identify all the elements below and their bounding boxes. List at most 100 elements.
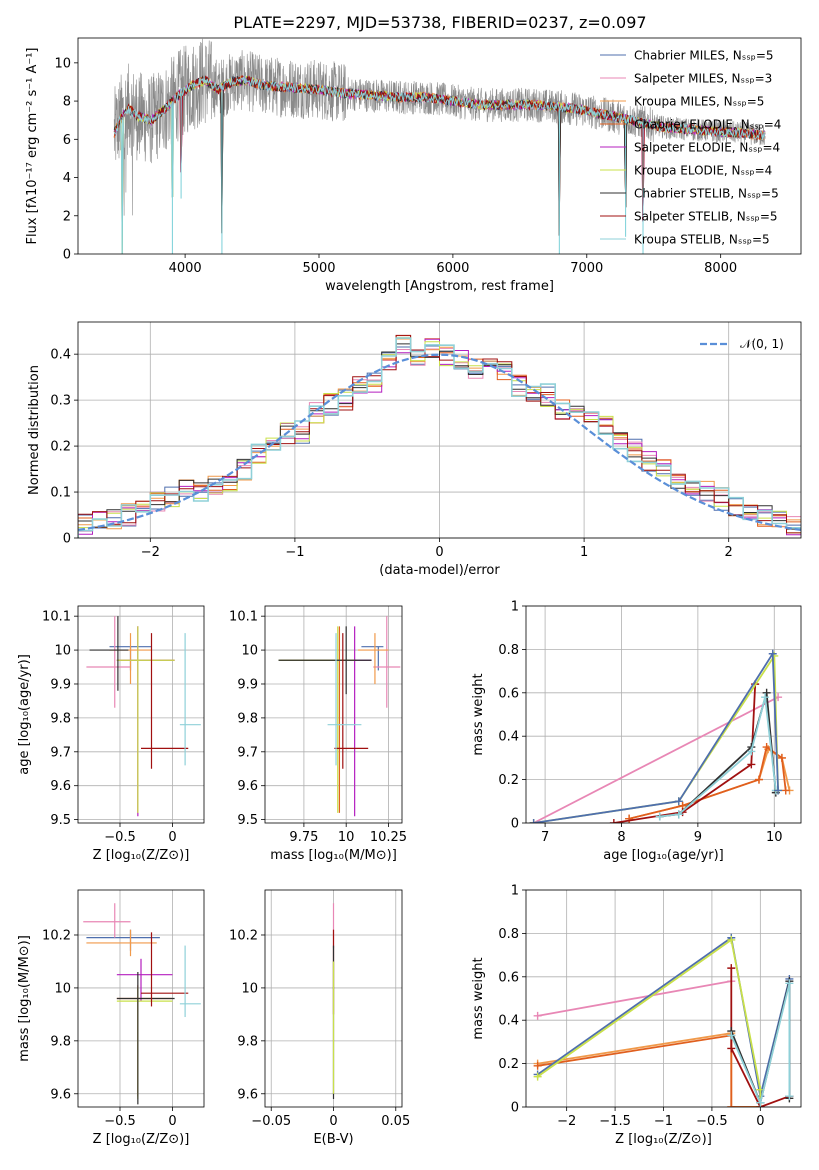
y-tick-label: 9.9: [237, 677, 258, 692]
x-axis-label: age [log₁₀(age/yr)]: [603, 848, 724, 863]
weights-line: [533, 650, 779, 823]
y-tick-label: 10: [54, 644, 71, 659]
y-tick-label: 2: [63, 209, 71, 224]
weights-line: [537, 1032, 761, 1107]
axes-frame: [264, 605, 403, 824]
errorbar-salpeter-stelib: [334, 633, 369, 769]
x-tick-label: −2: [557, 1114, 576, 1129]
weights-marker: [727, 1103, 736, 1107]
y-tick-label: 0: [511, 1101, 519, 1116]
axes-frame: [264, 889, 403, 1108]
plot-area: [83, 903, 201, 1105]
weights-line: [613, 684, 757, 823]
legend-label: Chabrier MILES, Nₛₛₚ=5: [634, 49, 774, 63]
axes-mass-vs-ebv: −0.05 0 0.05 9.6 9.8 10 10.2 E(B-V): [229, 889, 410, 1147]
x-tick-label: 5000: [302, 261, 335, 276]
x-tick-label: 6000: [436, 261, 469, 276]
x-tick-label: 0: [756, 1114, 764, 1129]
x-tick-label: 0: [435, 545, 443, 560]
x-tick-label: 0: [329, 1114, 337, 1129]
y-tick-label: 9.5: [50, 813, 71, 828]
weights-line: [533, 696, 779, 823]
errorbar-salpeter-elodie: [116, 958, 173, 1002]
y-tick-label: 1: [511, 884, 519, 899]
weights-marker: [727, 935, 736, 944]
x-axis-label: wavelength [Angstrom, rest frame]: [325, 279, 554, 294]
gaussian-curve: [78, 353, 801, 531]
x-tick-label: −1: [654, 1114, 673, 1129]
y-tick-label: 1: [511, 600, 519, 615]
x-tick-label: −1.5: [599, 1114, 631, 1129]
y-tick-label: 0.4: [498, 730, 519, 745]
y-tick-label: 0.4: [50, 348, 71, 363]
errorbar-kroupa-miles: [109, 633, 152, 684]
errorbar-salpeter-stelib: [141, 633, 189, 769]
y-tick-label: 10: [54, 981, 71, 996]
y-tick-label: 4: [63, 171, 71, 186]
x-axis-label: Z [log₁₀(Z/Z⊙)]: [93, 1132, 190, 1147]
errorbar-kroupa-stelib: [327, 633, 362, 766]
y-tick-label: 9.8: [50, 711, 71, 726]
y-tick-label: 0.1: [50, 486, 71, 501]
axes-spectrum: 4000 5000 6000 7000 8000 0 2 4 6 8 10 wavelength [A…: [25, 37, 802, 294]
chart-title: PLATE=2297, MJD=53738, FIBERID=0237, z=0…: [233, 13, 646, 32]
y-tick-label: 9.6: [50, 779, 71, 794]
weights-line: [537, 938, 762, 1107]
x-tick-label: −2: [141, 545, 160, 560]
y-tick-label: 0.8: [498, 643, 519, 658]
plot-area: [533, 933, 794, 1107]
legend: 𝒩(0, 1): [700, 337, 784, 351]
weights-marker: [768, 649, 777, 658]
x-tick-label: 9.75: [289, 830, 318, 845]
weights-chabrier-elodie: [625, 743, 790, 823]
axes-massweight-vs-Z: −2 −1.5 −1 −0.5 0 0 0.2 0.4 0.6 0.8 1 Z [log₁₀(Z/Z⊙…: [471, 884, 802, 1147]
weights-line: [537, 1034, 761, 1107]
x-axis-label: mass [log₁₀(M/M⊙)]: [270, 848, 397, 863]
weights-line: [628, 747, 791, 820]
errorbar-kroupa-elodie: [116, 626, 175, 813]
weights-marker: [529, 819, 538, 823]
weights-marker: [747, 760, 756, 769]
x-tick-label: 10: [338, 830, 355, 845]
errorbar-salpeter-miles: [373, 616, 401, 708]
weights-marker: [674, 797, 683, 806]
y-tick-label: 0.6: [498, 970, 519, 985]
y-tick-label: 9.9: [50, 677, 71, 692]
weights-chabrier-elodie: [533, 1031, 765, 1107]
weights-marker: [747, 747, 756, 756]
y-tick-label: 9.8: [237, 1034, 258, 1049]
x-tick-label: 8000: [704, 261, 737, 276]
weights-line: [659, 696, 777, 818]
errorbar-kroupa-elodie: [116, 987, 173, 1100]
y-tick-label: 10.2: [42, 928, 71, 943]
plot-area: [86, 616, 201, 817]
errorbar-salpeter-stelib: [141, 932, 189, 1007]
axes-age-vs-mass: 9.75 10 10.25 9.5 9.6 9.7 9.8 9.9 10 10.1 mass [lo…: [229, 605, 407, 863]
errorbar-chabrier-stelib: [89, 616, 129, 691]
errorbar-kroupa-miles: [86, 929, 157, 957]
axes-residuals: −2 −1 0 1 2 0 0.1 0.2 0.3 0.4 (data-model)/error No…: [27, 321, 802, 578]
weights-kroupa-miles: [533, 1029, 765, 1107]
weights-marker: [781, 786, 790, 795]
axes-frame: [525, 605, 802, 824]
weights-marker: [727, 1044, 736, 1053]
x-tick-label: 0.05: [381, 1114, 410, 1129]
errorbar-salpeter-miles: [83, 903, 131, 938]
y-tick-label: 0.8: [498, 927, 519, 942]
axes-mass-vs-Z: −0.5 0 9.6 9.8 10 10.2 Z [log₁₀(Z/Z⊙)] mass [lo…: [17, 889, 205, 1147]
y-tick-label: 8: [63, 95, 71, 110]
y-axis-label: Flux [fλ10⁻¹⁷ erg cm⁻² s⁻¹ A⁻¹]: [25, 48, 40, 245]
plot-area: [278, 616, 401, 817]
gridlines: [526, 889, 801, 1108]
y-tick-label: 10: [54, 56, 71, 71]
y-tick-label: 9.6: [50, 1087, 71, 1102]
axes-massweight-vs-age: 7 8 9 10 0 0.2 0.4 0.6 0.8 1 age [log₁₀(age/yr)] ma…: [471, 600, 802, 863]
weights-kroupa-elodie: [529, 651, 783, 823]
weights-marker: [609, 819, 618, 823]
errorbar-chabrier-miles: [86, 929, 160, 951]
y-tick-label: 9.6: [237, 779, 258, 794]
weights-marker: [674, 810, 683, 819]
y-axis-label: mass weight: [471, 957, 486, 1039]
x-tick-label: −0.5: [696, 1114, 728, 1129]
y-axis-label: mass [log₁₀(M/M⊙)]: [17, 935, 32, 1062]
